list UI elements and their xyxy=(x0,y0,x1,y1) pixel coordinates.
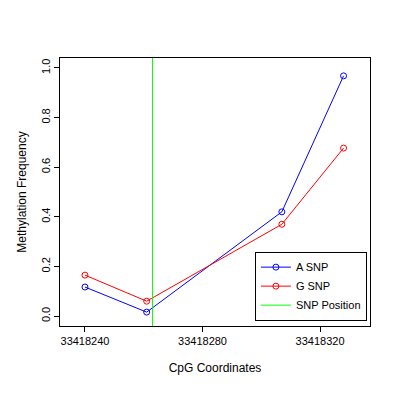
svg-text:0.8: 0.8 xyxy=(40,108,52,123)
svg-text:33418280: 33418280 xyxy=(178,335,227,347)
svg-text:SNP Position: SNP Position xyxy=(296,299,361,311)
svg-text:0.6: 0.6 xyxy=(40,158,52,173)
svg-text:0.4: 0.4 xyxy=(40,208,52,223)
svg-text:0.0: 0.0 xyxy=(40,307,52,322)
svg-text:1.0: 1.0 xyxy=(40,59,52,74)
svg-text:A SNP: A SNP xyxy=(296,261,328,273)
svg-text:CpG Coordinates: CpG Coordinates xyxy=(169,361,262,375)
svg-text:Methylation Frequency: Methylation Frequency xyxy=(15,131,29,252)
svg-text:G SNP: G SNP xyxy=(296,280,330,292)
svg-text:33418320: 33418320 xyxy=(296,335,345,347)
svg-text:33418240: 33418240 xyxy=(61,335,110,347)
svg-text:0.2: 0.2 xyxy=(40,257,52,272)
